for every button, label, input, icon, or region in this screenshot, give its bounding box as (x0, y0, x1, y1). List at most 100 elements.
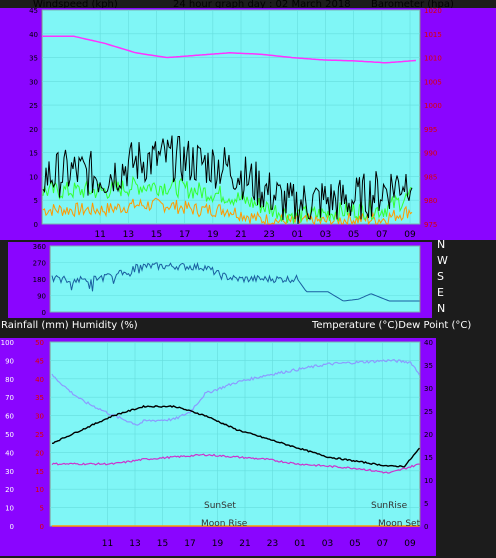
x-tick: 05 (348, 230, 359, 240)
y-right-tick: 30 (424, 385, 433, 393)
y-left-tick: 20 (5, 486, 14, 494)
x-tick: 15 (151, 230, 162, 240)
x-tick: 07 (376, 230, 387, 240)
sunrise-label: SunRise (371, 501, 408, 511)
x-tick: 11 (102, 539, 113, 549)
humidity-line (51, 358, 421, 426)
y-right-tick: 980 (424, 197, 437, 205)
rain-humidity-label: Rainfall (mm) Humidity (%) (1, 320, 138, 331)
y-left-tick: 0 (34, 221, 38, 229)
y-left-tick: 70 (5, 394, 14, 402)
y-right-tick: 1010 (424, 55, 442, 63)
x-tick: 05 (349, 539, 360, 549)
y-left-tick: 30 (5, 468, 14, 476)
compass-label: S (437, 270, 444, 283)
y-left-tick: 0 (10, 523, 14, 531)
x-tick: 11 (94, 230, 105, 240)
y-right-tick: 40 (424, 339, 433, 347)
x-tick: 17 (184, 539, 195, 549)
y-left-tick: 10 (5, 505, 14, 513)
compass-label: N (437, 302, 445, 315)
wind-direction-line (51, 261, 420, 302)
moonrise-label: Moon Rise (201, 519, 248, 529)
y-left-tick: 30 (29, 78, 38, 86)
x-tick: 17 (179, 230, 190, 240)
x-tick: 21 (239, 539, 250, 549)
y-left-red-tick: 25 (35, 431, 44, 439)
y-right-tick: 0 (424, 523, 428, 531)
temp-dew-label: Temperature (°C)Dew Point (°C) (312, 320, 472, 331)
x-tick: 09 (404, 230, 416, 240)
x-tick: 01 (294, 539, 305, 549)
plot-area (41, 9, 421, 225)
y-left-red-tick: 35 (35, 394, 44, 402)
y-right-tick: 1005 (424, 78, 442, 86)
y-left-tick: 60 (5, 413, 14, 421)
x-tick: 19 (207, 230, 219, 240)
x-tick: 23 (267, 539, 278, 549)
y-right-tick: 985 (424, 173, 437, 181)
x-tick: 13 (129, 539, 140, 549)
y-left-tick: 5 (34, 197, 38, 205)
y-left-tick: 80 (5, 376, 14, 384)
y-left-tick: 45 (29, 7, 38, 15)
y-left-red-tick: 5 (40, 505, 44, 513)
y-left-tick: 10 (29, 173, 38, 181)
y-right-tick: 25 (424, 408, 433, 416)
x-tick: 03 (320, 230, 331, 240)
wind-avg-line (42, 175, 413, 224)
barometer-label: Barometer (hpa) (371, 0, 454, 10)
y-left-tick: 90 (5, 357, 14, 365)
y-left-red-tick: 0 (40, 523, 44, 531)
dew-point-line (51, 453, 420, 474)
y-tick: 360 (33, 243, 46, 251)
wind-gust-line (42, 135, 413, 225)
moonset-label: Moon Set (378, 519, 421, 529)
barometer-line (42, 35, 417, 64)
compass-label: N (437, 240, 445, 251)
x-tick: 09 (404, 539, 416, 549)
x-tick: 21 (235, 230, 246, 240)
x-tick: 19 (212, 539, 224, 549)
y-left-red-tick: 15 (35, 468, 44, 476)
y-right-tick: 975 (424, 221, 437, 229)
y-left-tick: 35 (29, 55, 38, 63)
y-left-red-tick: 30 (35, 413, 44, 421)
y-left-red-tick: 40 (35, 376, 44, 384)
y-left-tick: 40 (5, 449, 14, 457)
y-right-tick: 995 (424, 126, 437, 134)
x-tick: 07 (377, 539, 388, 549)
y-left-tick: 15 (29, 150, 38, 158)
y-right-tick: 5 (424, 500, 428, 508)
y-right-tick: 990 (424, 150, 437, 158)
x-tick: 03 (322, 539, 333, 549)
y-right-tick: 15 (424, 454, 433, 462)
x-tick: 01 (292, 230, 303, 240)
temperature-line (51, 404, 421, 468)
y-tick: 180 (33, 276, 46, 284)
y-left-tick: 50 (5, 431, 14, 439)
y-right-tick: 10 (424, 477, 433, 485)
y-left-red-tick: 20 (35, 449, 44, 457)
y-left-red-tick: 10 (35, 486, 44, 494)
date-label: 24 hour graph day : 02 March 2018 (173, 0, 351, 10)
y-left-tick: 25 (29, 102, 38, 110)
y-right-tick: 1000 (424, 102, 442, 110)
y-tick: 270 (33, 260, 46, 268)
y-right-tick: 20 (424, 431, 433, 439)
x-tick: 13 (123, 230, 134, 240)
y-left-red-tick: 45 (35, 357, 44, 365)
y-left-tick: 20 (29, 126, 38, 134)
rain-humidity-temp-chart: 0102030405060708090100051015202530354045… (0, 336, 496, 558)
sunset-label: SunSet (204, 501, 236, 511)
wind-barometer-chart: 0510152025303540459759809859909951000100… (0, 7, 496, 240)
y-left-red-tick: 50 (35, 339, 44, 347)
wind-low-line (42, 197, 413, 226)
y-left-tick: 100 (1, 339, 14, 347)
compass-label: E (437, 286, 444, 299)
y-tick: 90 (37, 293, 46, 301)
y-right-tick: 1015 (424, 31, 442, 39)
y-tick: 0 (42, 309, 46, 317)
